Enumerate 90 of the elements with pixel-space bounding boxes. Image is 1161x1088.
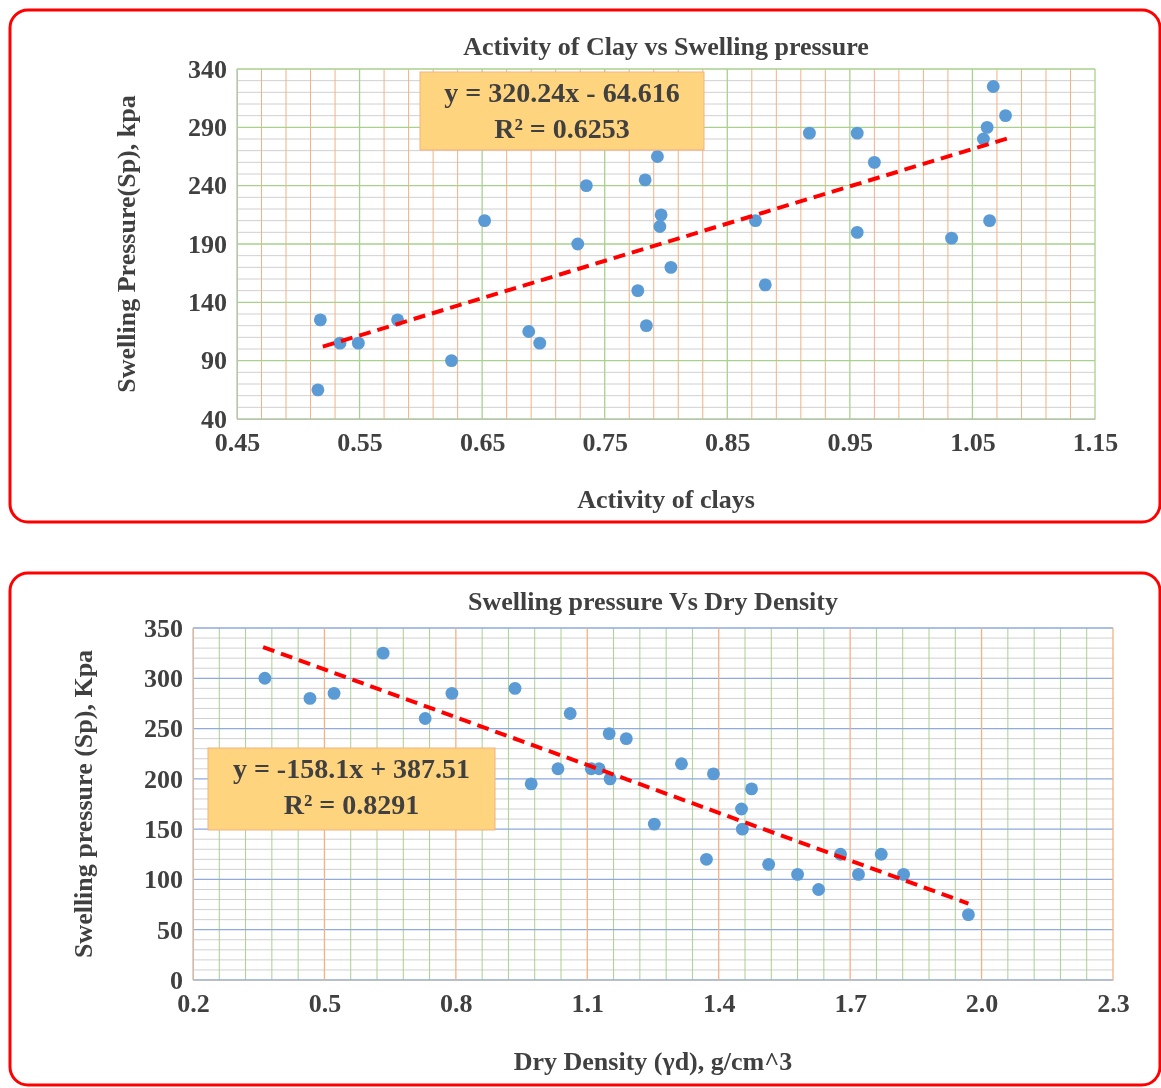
point: [508, 681, 522, 695]
point: [675, 757, 688, 771]
point: [812, 883, 826, 896]
point: [533, 336, 547, 350]
y-axis-title: Swelling pressure (Sp), Kpa: [69, 649, 98, 959]
x-tick-label: 1.05: [950, 428, 996, 458]
point: [700, 852, 713, 866]
point: [653, 220, 667, 233]
point: [258, 671, 272, 685]
point: [445, 686, 459, 700]
point: [311, 383, 325, 397]
y-axis-title: Swelling Pressure(Sp), kpa: [112, 95, 141, 393]
point: [664, 260, 678, 274]
y-tick-label: 190: [188, 229, 227, 259]
x-tick-label: 0.85: [705, 428, 751, 458]
point: [897, 867, 911, 881]
chart-title: Activity of Clay vs Swelling pressure: [463, 32, 869, 61]
x-tick-label: 0.5: [308, 989, 342, 1019]
y-tick-label: 340: [188, 54, 227, 84]
annotation: y = 320.24x - 64.616: [444, 77, 680, 108]
y-tick-label: 300: [144, 664, 183, 694]
point: [999, 109, 1012, 123]
point: [639, 319, 653, 333]
x-tick-label: 1.1: [571, 989, 605, 1019]
point: [602, 727, 616, 741]
x-tick-label: 1.4: [702, 989, 736, 1019]
point: [852, 867, 865, 881]
point: [735, 822, 749, 836]
x-tick-label: 0.95: [827, 428, 874, 458]
point: [749, 214, 762, 228]
point: [327, 686, 341, 700]
point: [650, 150, 664, 163]
point: [418, 712, 432, 725]
point: [980, 120, 994, 134]
point: [867, 155, 881, 169]
chart-title: Swelling pressure Vs Dry Density: [468, 587, 838, 616]
point: [735, 802, 748, 816]
point: [522, 325, 536, 338]
point: [874, 847, 888, 861]
point: [707, 767, 720, 781]
point: [654, 208, 668, 222]
point: [313, 313, 327, 327]
annotation: R² = 0.6253: [494, 113, 630, 144]
point: [351, 336, 365, 350]
y-tick-label: 200: [144, 764, 183, 794]
y-tick-label: 290: [188, 113, 227, 143]
point: [563, 707, 577, 720]
point: [791, 867, 804, 881]
y-tick-label: 90: [201, 346, 227, 376]
y-tick-label: 350: [144, 613, 183, 643]
point: [571, 237, 585, 251]
x-tick-label: 0.65: [459, 428, 506, 458]
x-tick-label: 2.0: [965, 989, 999, 1019]
x-tick-label: 0.8: [440, 989, 473, 1019]
point: [638, 173, 652, 187]
x-tick-label: 2.3: [1097, 989, 1130, 1019]
point: [579, 179, 593, 193]
point: [850, 126, 864, 140]
point: [758, 278, 772, 292]
y-tick-label: 250: [144, 714, 183, 744]
point: [303, 691, 317, 705]
y-tick-label: 150: [144, 814, 183, 844]
point: [762, 857, 776, 871]
point: [745, 782, 758, 796]
x-tick-label: 1.7: [834, 989, 867, 1019]
y-tick-label: 50: [157, 915, 183, 945]
point: [647, 817, 661, 831]
point: [802, 126, 816, 140]
annotation: y = -158.1x + 387.51: [232, 753, 471, 784]
x-axis-title: Dry Density (γd), g/cm^3: [513, 1047, 793, 1076]
point: [986, 80, 1000, 93]
y-tick-label: 140: [188, 288, 227, 318]
point: [478, 214, 492, 228]
annotation: R² = 0.8291: [283, 789, 420, 820]
point: [524, 777, 538, 791]
point: [983, 214, 997, 228]
x-tick-label: 0.75: [582, 428, 628, 458]
x-axis-title: Activity of clays: [577, 485, 755, 514]
point: [551, 762, 565, 776]
x-tick-label: 1.15: [1072, 428, 1119, 458]
point: [850, 225, 864, 239]
point: [445, 354, 458, 368]
point: [962, 908, 975, 922]
y-tick-label: 100: [144, 865, 183, 895]
point: [376, 646, 390, 660]
y-tick-label: 240: [188, 171, 227, 201]
point: [619, 732, 633, 746]
x-tick-label: 0.55: [337, 428, 383, 458]
point: [631, 284, 645, 298]
point: [945, 231, 959, 245]
